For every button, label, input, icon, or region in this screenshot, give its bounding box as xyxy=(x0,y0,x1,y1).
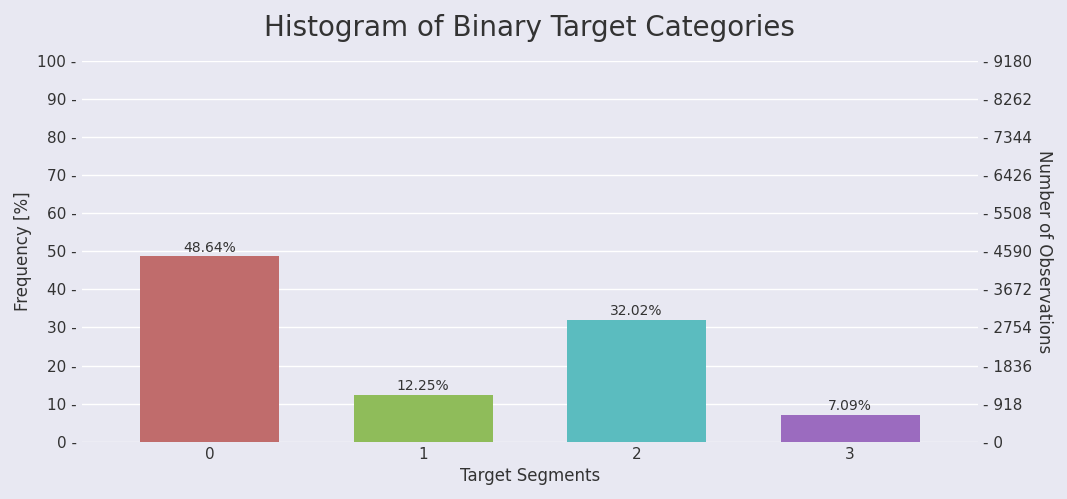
Y-axis label: Frequency [%]: Frequency [%] xyxy=(14,192,32,311)
Bar xyxy=(781,415,920,442)
Bar xyxy=(354,395,493,442)
Title: Histogram of Binary Target Categories: Histogram of Binary Target Categories xyxy=(265,14,795,42)
Bar xyxy=(568,320,706,442)
Y-axis label: Number of Observations: Number of Observations xyxy=(1035,150,1053,353)
Bar xyxy=(140,256,280,442)
Text: 7.09%: 7.09% xyxy=(828,399,872,413)
Text: 48.64%: 48.64% xyxy=(184,241,236,254)
X-axis label: Target Segments: Target Segments xyxy=(460,467,600,485)
Text: 32.02%: 32.02% xyxy=(610,304,663,318)
Text: 12.25%: 12.25% xyxy=(397,379,449,393)
